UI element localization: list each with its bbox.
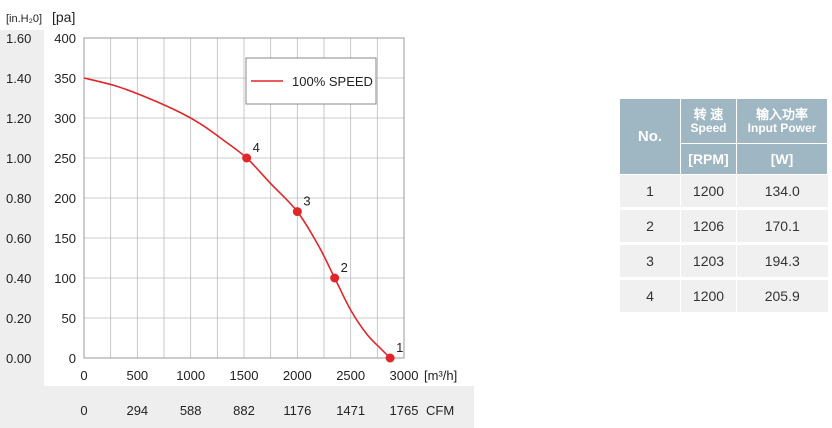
y-unit-right: [pa] (52, 9, 75, 25)
y-tick-label-inh2o: 1.20 (6, 111, 31, 126)
table-row: 4 1200 205.9 (619, 278, 828, 315)
row-power: 134.0 (736, 174, 828, 210)
x-tick-label: 2000 (283, 368, 312, 383)
table-row: 1 1200 134.0 (619, 174, 828, 210)
x-tick-label: 1500 (230, 368, 259, 383)
plot-frame (83, 37, 405, 359)
operating-point-3 (292, 207, 302, 217)
legend: 100% SPEED (245, 57, 377, 105)
power-header: 输入功率 Input Power (736, 98, 828, 144)
y-tick-label-pa: 150 (54, 231, 76, 246)
y-ticks-inh2o: 0.00 0.20 0.40 0.60 0.80 1.00 1.20 1.40 1.60 (6, 31, 31, 366)
x-tick-label: 2500 (336, 368, 365, 383)
y-tick-label-inh2o: 0.40 (6, 271, 31, 286)
y-tick-label-inh2o: 1.00 (6, 151, 31, 166)
x-tick-label: 3000 (390, 368, 419, 383)
y-unit-left: [in.H₂0] (6, 13, 42, 25)
y-tick-label-inh2o: 0.00 (6, 351, 31, 366)
y-tick-label-pa: 50 (62, 311, 76, 326)
x-ticks-cfm: 0 294 588 882 1176 1471 1765 (80, 403, 418, 418)
y-tick-label-pa: 200 (54, 191, 76, 206)
row-power: 194.3 (736, 243, 828, 280)
legend-label: 100% SPEED (292, 74, 373, 89)
row-no: 3 (619, 243, 681, 280)
table-row: 3 1203 194.3 (619, 243, 828, 280)
bottom-axis-band (44, 386, 474, 428)
y-tick-label-pa: 0 (69, 351, 76, 366)
speed-unit: [RPM] (680, 143, 737, 175)
operating-point-1 (385, 353, 395, 363)
x-tick-label: 500 (126, 368, 148, 383)
operating-point-4 (242, 153, 252, 163)
row-speed: 1203 (680, 243, 737, 280)
y-tick-label-inh2o: 0.20 (6, 311, 31, 326)
y-tick-label-pa: 100 (54, 271, 76, 286)
y-tick-label-pa: 250 (54, 151, 76, 166)
speed-header-en: Speed (690, 120, 727, 135)
row-power: 170.1 (736, 208, 828, 245)
x2-tick-label: 1765 (390, 403, 419, 418)
x2-tick-label: 1471 (336, 403, 365, 418)
y-tick-label-inh2o: 1.60 (6, 31, 31, 46)
speed-header-cn: 转 速 (693, 106, 724, 122)
operating-point-2 (330, 273, 340, 283)
y-tick-label-pa: 300 (54, 111, 76, 126)
y-tick-label-pa: 400 (54, 31, 76, 46)
y-tick-label-pa: 350 (54, 71, 76, 86)
power-unit: [W] (736, 143, 828, 175)
x-ticks-m3h: 0 500 1000 1500 2000 2500 3000 (80, 368, 418, 383)
table-header-row: No. 转 速 Speed 输入功率 Input Power (619, 98, 828, 175)
x2-tick-label: 0 (80, 403, 87, 418)
speed-header: 转 速 Speed (680, 98, 737, 144)
left-axis-band (0, 30, 44, 428)
table-row: 2 1206 170.1 (619, 208, 828, 245)
power-header-cn: 输入功率 (755, 106, 808, 122)
x2-tick-label: 882 (233, 403, 255, 418)
spec-table: No. 转 速 Speed 输入功率 Input Power [RPM] [W]… (619, 98, 828, 315)
x2-unit: CFM (426, 403, 454, 418)
y-ticks-pa: 0 50 100 150 200 250 300 350 400 (54, 31, 76, 366)
series-line-100-speed (83, 77, 391, 359)
operating-point-label-1: 1 (396, 340, 403, 355)
x-tick-label: 0 (80, 368, 87, 383)
no-header: No. (619, 98, 681, 175)
y-tick-label-inh2o: 0.60 (6, 231, 31, 246)
x2-tick-label: 294 (126, 403, 148, 418)
y-tick-label-inh2o: 1.40 (6, 71, 31, 86)
row-speed: 1200 (680, 174, 737, 210)
table-unit-row: [RPM] [W] (620, 143, 828, 175)
row-no: 4 (619, 278, 681, 315)
x-unit: [m³/h] (424, 368, 457, 383)
x2-tick-label: 1176 (283, 403, 311, 418)
row-no: 1 (619, 174, 681, 210)
x-tick-label: 1000 (176, 368, 205, 383)
y-tick-label-inh2o: 0.80 (6, 191, 31, 206)
operating-points: 4 3 2 1 (242, 140, 403, 363)
x2-tick-label: 588 (180, 403, 202, 418)
row-speed: 1206 (680, 208, 737, 245)
operating-point-label-3: 3 (303, 194, 310, 209)
power-header-en: Input Power (747, 120, 817, 135)
operating-point-label-4: 4 (253, 140, 260, 155)
operating-point-label-2: 2 (341, 260, 348, 275)
row-no: 2 (619, 208, 681, 245)
row-speed: 1200 (680, 278, 737, 315)
row-power: 205.9 (736, 278, 828, 315)
